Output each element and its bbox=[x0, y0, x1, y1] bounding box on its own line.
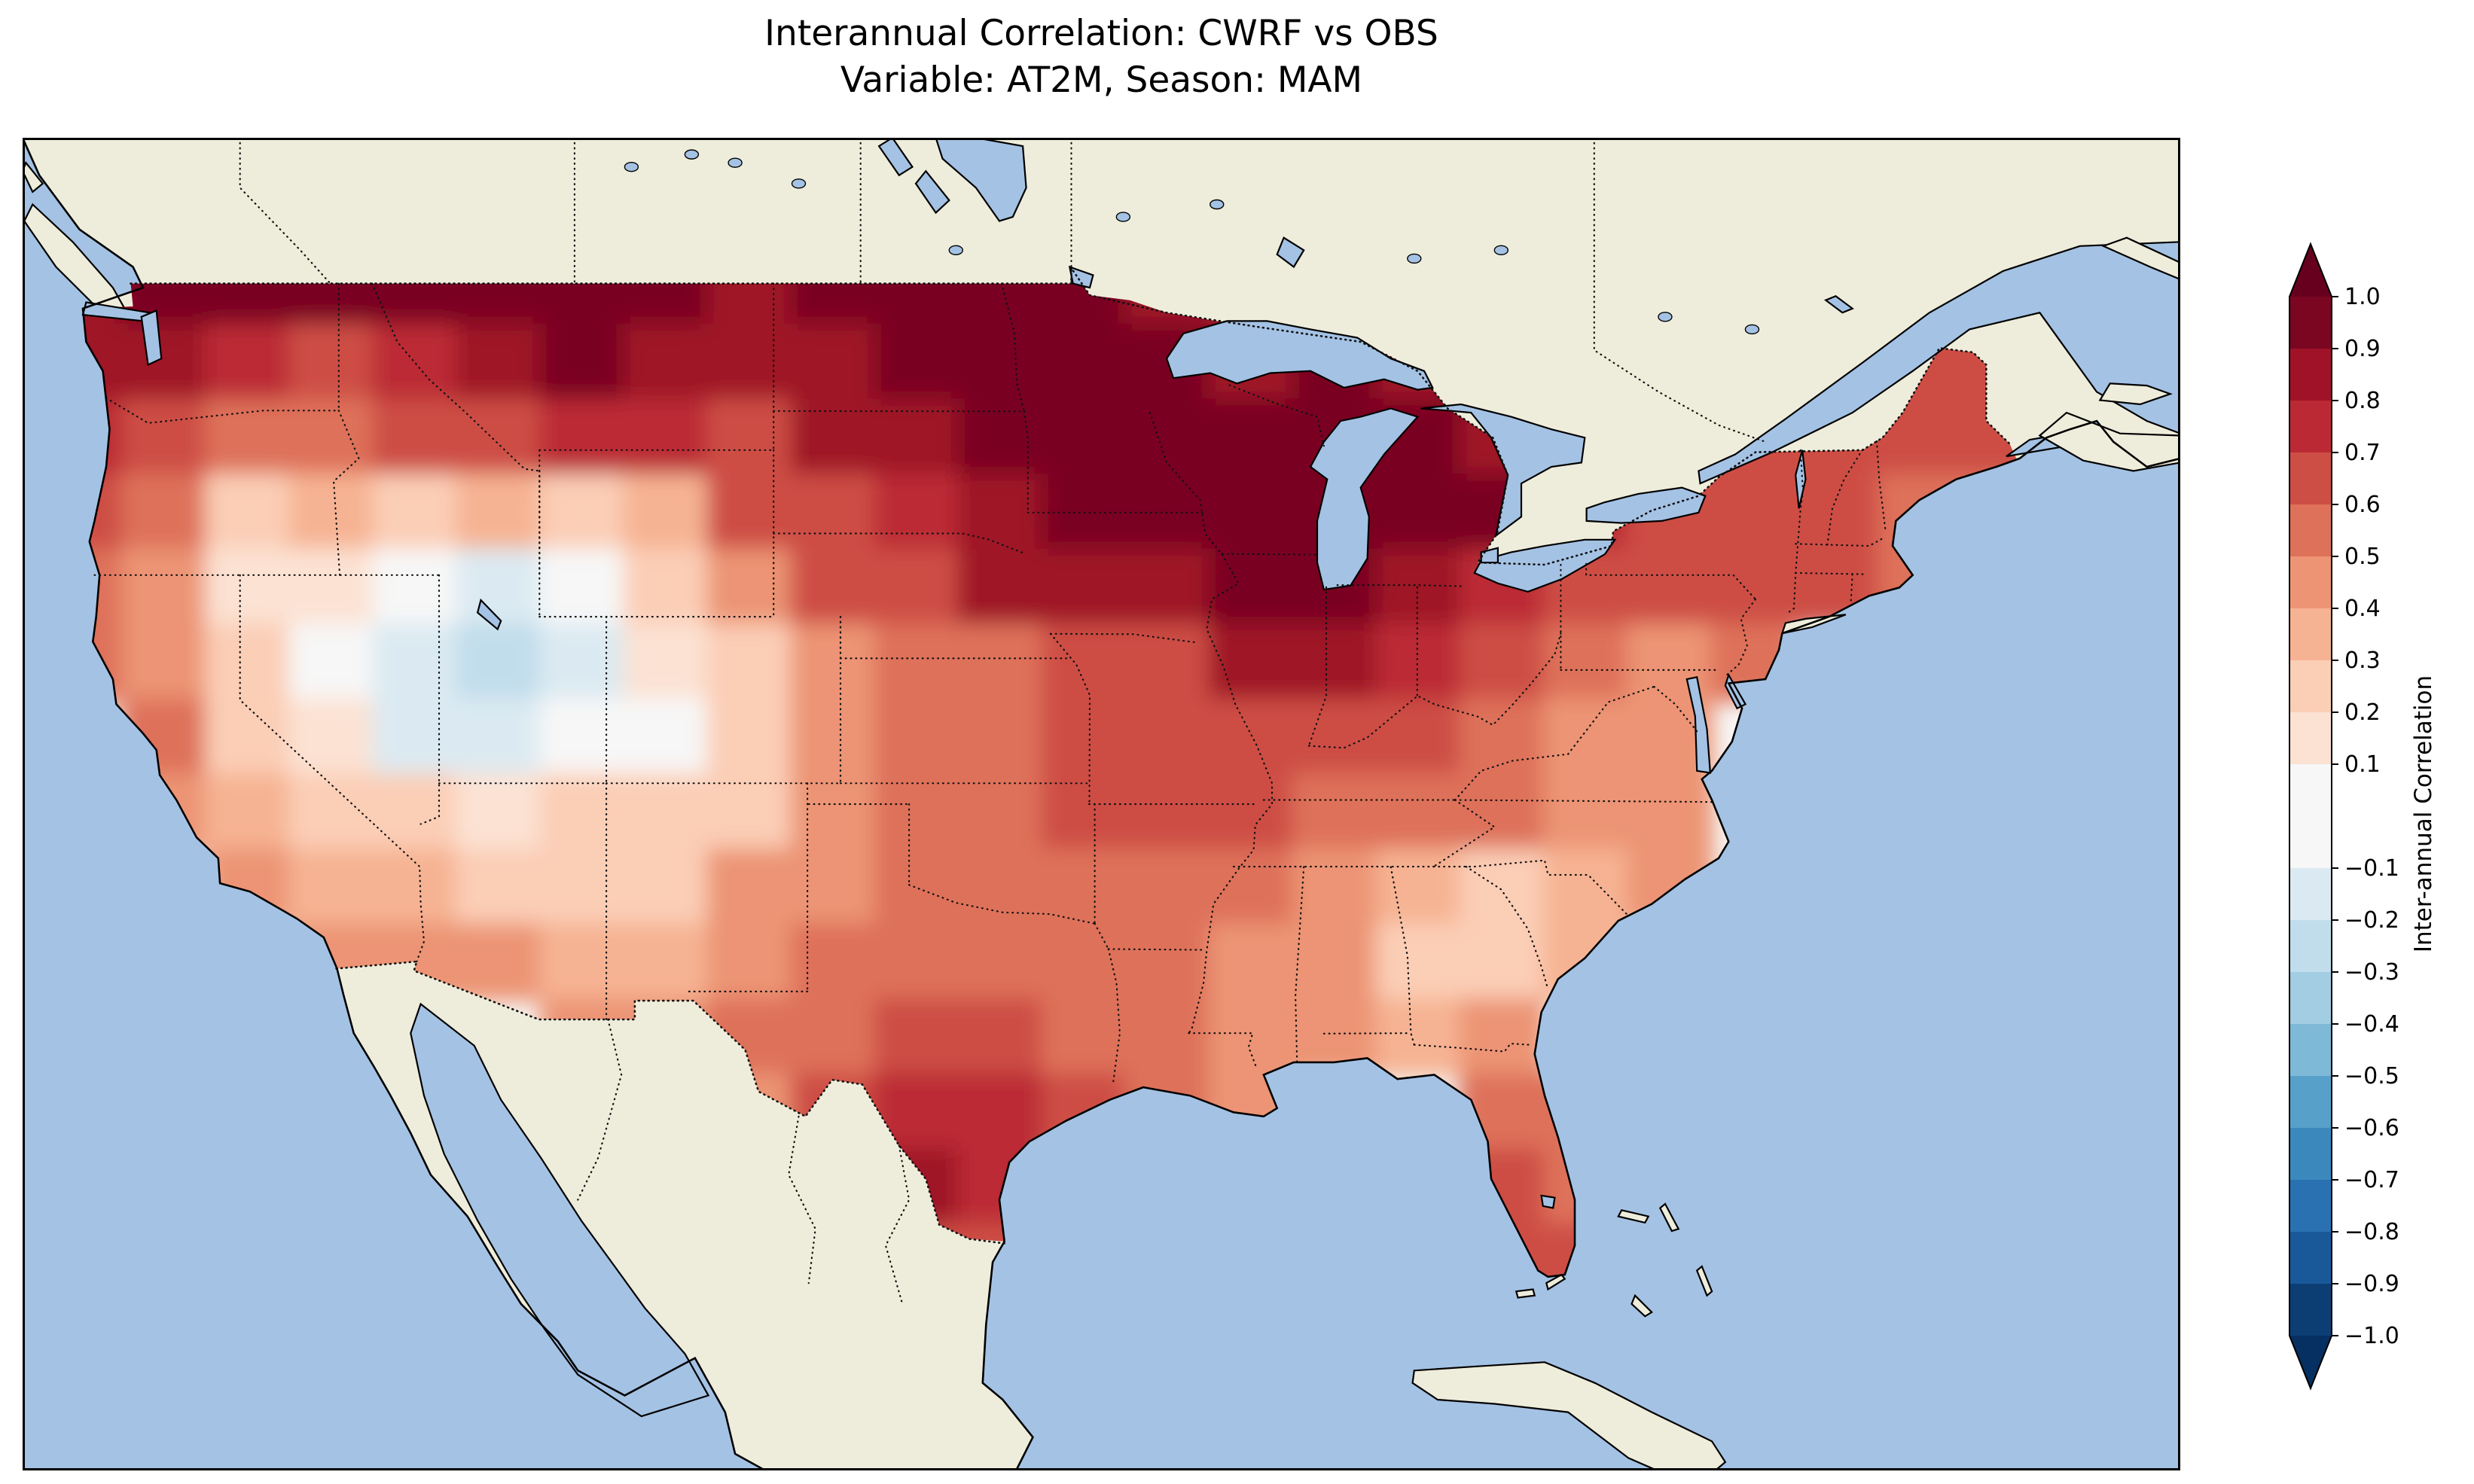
map-frame bbox=[23, 138, 2180, 1470]
colorbar-tick-label: 0.7 bbox=[2344, 440, 2381, 466]
lake-erie bbox=[1473, 538, 1617, 593]
colorbar-band bbox=[2289, 608, 2332, 660]
lake-winnipegosis bbox=[877, 138, 914, 177]
lake-champlain bbox=[1795, 449, 1807, 509]
title-line-1: Interannual Correlation: CWRF vs OBS bbox=[764, 13, 1438, 54]
gulf-of-california bbox=[410, 1002, 710, 1418]
gulf-of-st-lawrence bbox=[1698, 241, 2180, 485]
lake-puget bbox=[140, 309, 163, 367]
colorbar-tick-label: −0.7 bbox=[2344, 1167, 2399, 1193]
colorbar-tick-label: −0.4 bbox=[2344, 1011, 2399, 1038]
colorbar-band bbox=[2289, 764, 2332, 868]
colorbar-tick-label: −0.1 bbox=[2344, 855, 2399, 882]
island-pei bbox=[2098, 382, 2174, 406]
state-borders bbox=[93, 138, 1887, 1305]
lake-chesapeake bbox=[1685, 675, 1712, 774]
colorbar-band bbox=[2289, 1232, 2332, 1284]
colorbar-tick-label: −0.3 bbox=[2344, 959, 2399, 986]
colorbar-arrow-bottom bbox=[2289, 1336, 2332, 1388]
colorbar-band bbox=[2289, 401, 2332, 453]
colorbar-band bbox=[2289, 1024, 2332, 1076]
island-abaco bbox=[1658, 1202, 1680, 1233]
colorbar-band bbox=[2289, 1076, 2332, 1128]
colorbar-tick-label: −0.5 bbox=[2344, 1063, 2399, 1089]
lake-gsl bbox=[476, 598, 502, 631]
colorbar-tick-label: 0.3 bbox=[2344, 648, 2381, 674]
island-anticosti bbox=[2100, 236, 2180, 281]
colorbar-tick-label: 0.5 bbox=[2344, 544, 2381, 570]
colorbar-band bbox=[2289, 453, 2332, 504]
colorbar-tick-label: 1.0 bbox=[2344, 284, 2381, 310]
colorbar-band bbox=[2289, 1180, 2332, 1232]
lake-manitoba bbox=[914, 169, 950, 215]
us-correlation-map bbox=[23, 138, 2180, 1470]
colorbar-band bbox=[2289, 660, 2332, 712]
island-cuba bbox=[1411, 1361, 1727, 1470]
colorbar-tick-label: 0.8 bbox=[2344, 388, 2381, 414]
island-grandbahama bbox=[1617, 1209, 1650, 1224]
colorbar-tick-label: 0.9 bbox=[2344, 336, 2381, 362]
colorbar-band bbox=[2289, 504, 2332, 556]
colorbar-tick-label: −0.6 bbox=[2344, 1115, 2399, 1141]
colorbar-tick-label: 0.6 bbox=[2344, 492, 2381, 518]
colorbar-band bbox=[2289, 349, 2332, 401]
colorbar-tick-label: 0.4 bbox=[2344, 596, 2381, 622]
colorbar-axis-label: Inter-annual Correlation bbox=[2410, 675, 2437, 953]
colorbar-tick-label: 0.1 bbox=[2344, 751, 2381, 778]
lake-nipigon bbox=[1276, 236, 1305, 269]
colorbar-tick-label: −1.0 bbox=[2344, 1323, 2399, 1349]
colorbar-band bbox=[2289, 868, 2332, 920]
coastline bbox=[23, 138, 2180, 1470]
island-andros bbox=[1631, 1294, 1653, 1318]
colorbar-band bbox=[2289, 556, 2332, 608]
lake-ontario bbox=[1585, 486, 1707, 524]
colorbar-arrow-top bbox=[2289, 244, 2332, 297]
colorbar-tick-label: 0.2 bbox=[2344, 699, 2381, 726]
lake-superior bbox=[1165, 320, 1434, 391]
title-line-2: Variable: AT2M, Season: MAM bbox=[840, 59, 1363, 101]
country-borders bbox=[130, 264, 2011, 1245]
lake-okeechobee bbox=[1540, 1194, 1556, 1209]
colorbar-band bbox=[2289, 1284, 2332, 1336]
colorbar-band bbox=[2289, 1128, 2332, 1180]
colorbar-band bbox=[2289, 920, 2332, 972]
lake-winnipeg bbox=[935, 138, 1027, 222]
colorbar-band bbox=[2289, 297, 2332, 349]
colorbar: 1.0 0.9 0.8 0.7 0.6 0.5 0.4 0.3 0.2 0.1 −0.1 −0.2 −0… bbox=[2289, 242, 2399, 1391]
colorbar-tick-label: −0.9 bbox=[2344, 1271, 2399, 1297]
colorbar-tick-label: −0.2 bbox=[2344, 907, 2399, 934]
colorbar-band bbox=[2289, 972, 2332, 1024]
island-keys1 bbox=[1515, 1288, 1536, 1299]
colorbar-tick-label: −0.8 bbox=[2344, 1219, 2399, 1245]
island-eleuthera bbox=[1695, 1265, 1713, 1297]
lake-michigan bbox=[1309, 407, 1420, 591]
figure-title: Interannual Correlation: CWRF vs OBS Var… bbox=[23, 11, 2180, 104]
colorbar-band bbox=[2289, 712, 2332, 764]
lake-stjean bbox=[1823, 294, 1854, 314]
lake-huron bbox=[1420, 403, 1586, 538]
